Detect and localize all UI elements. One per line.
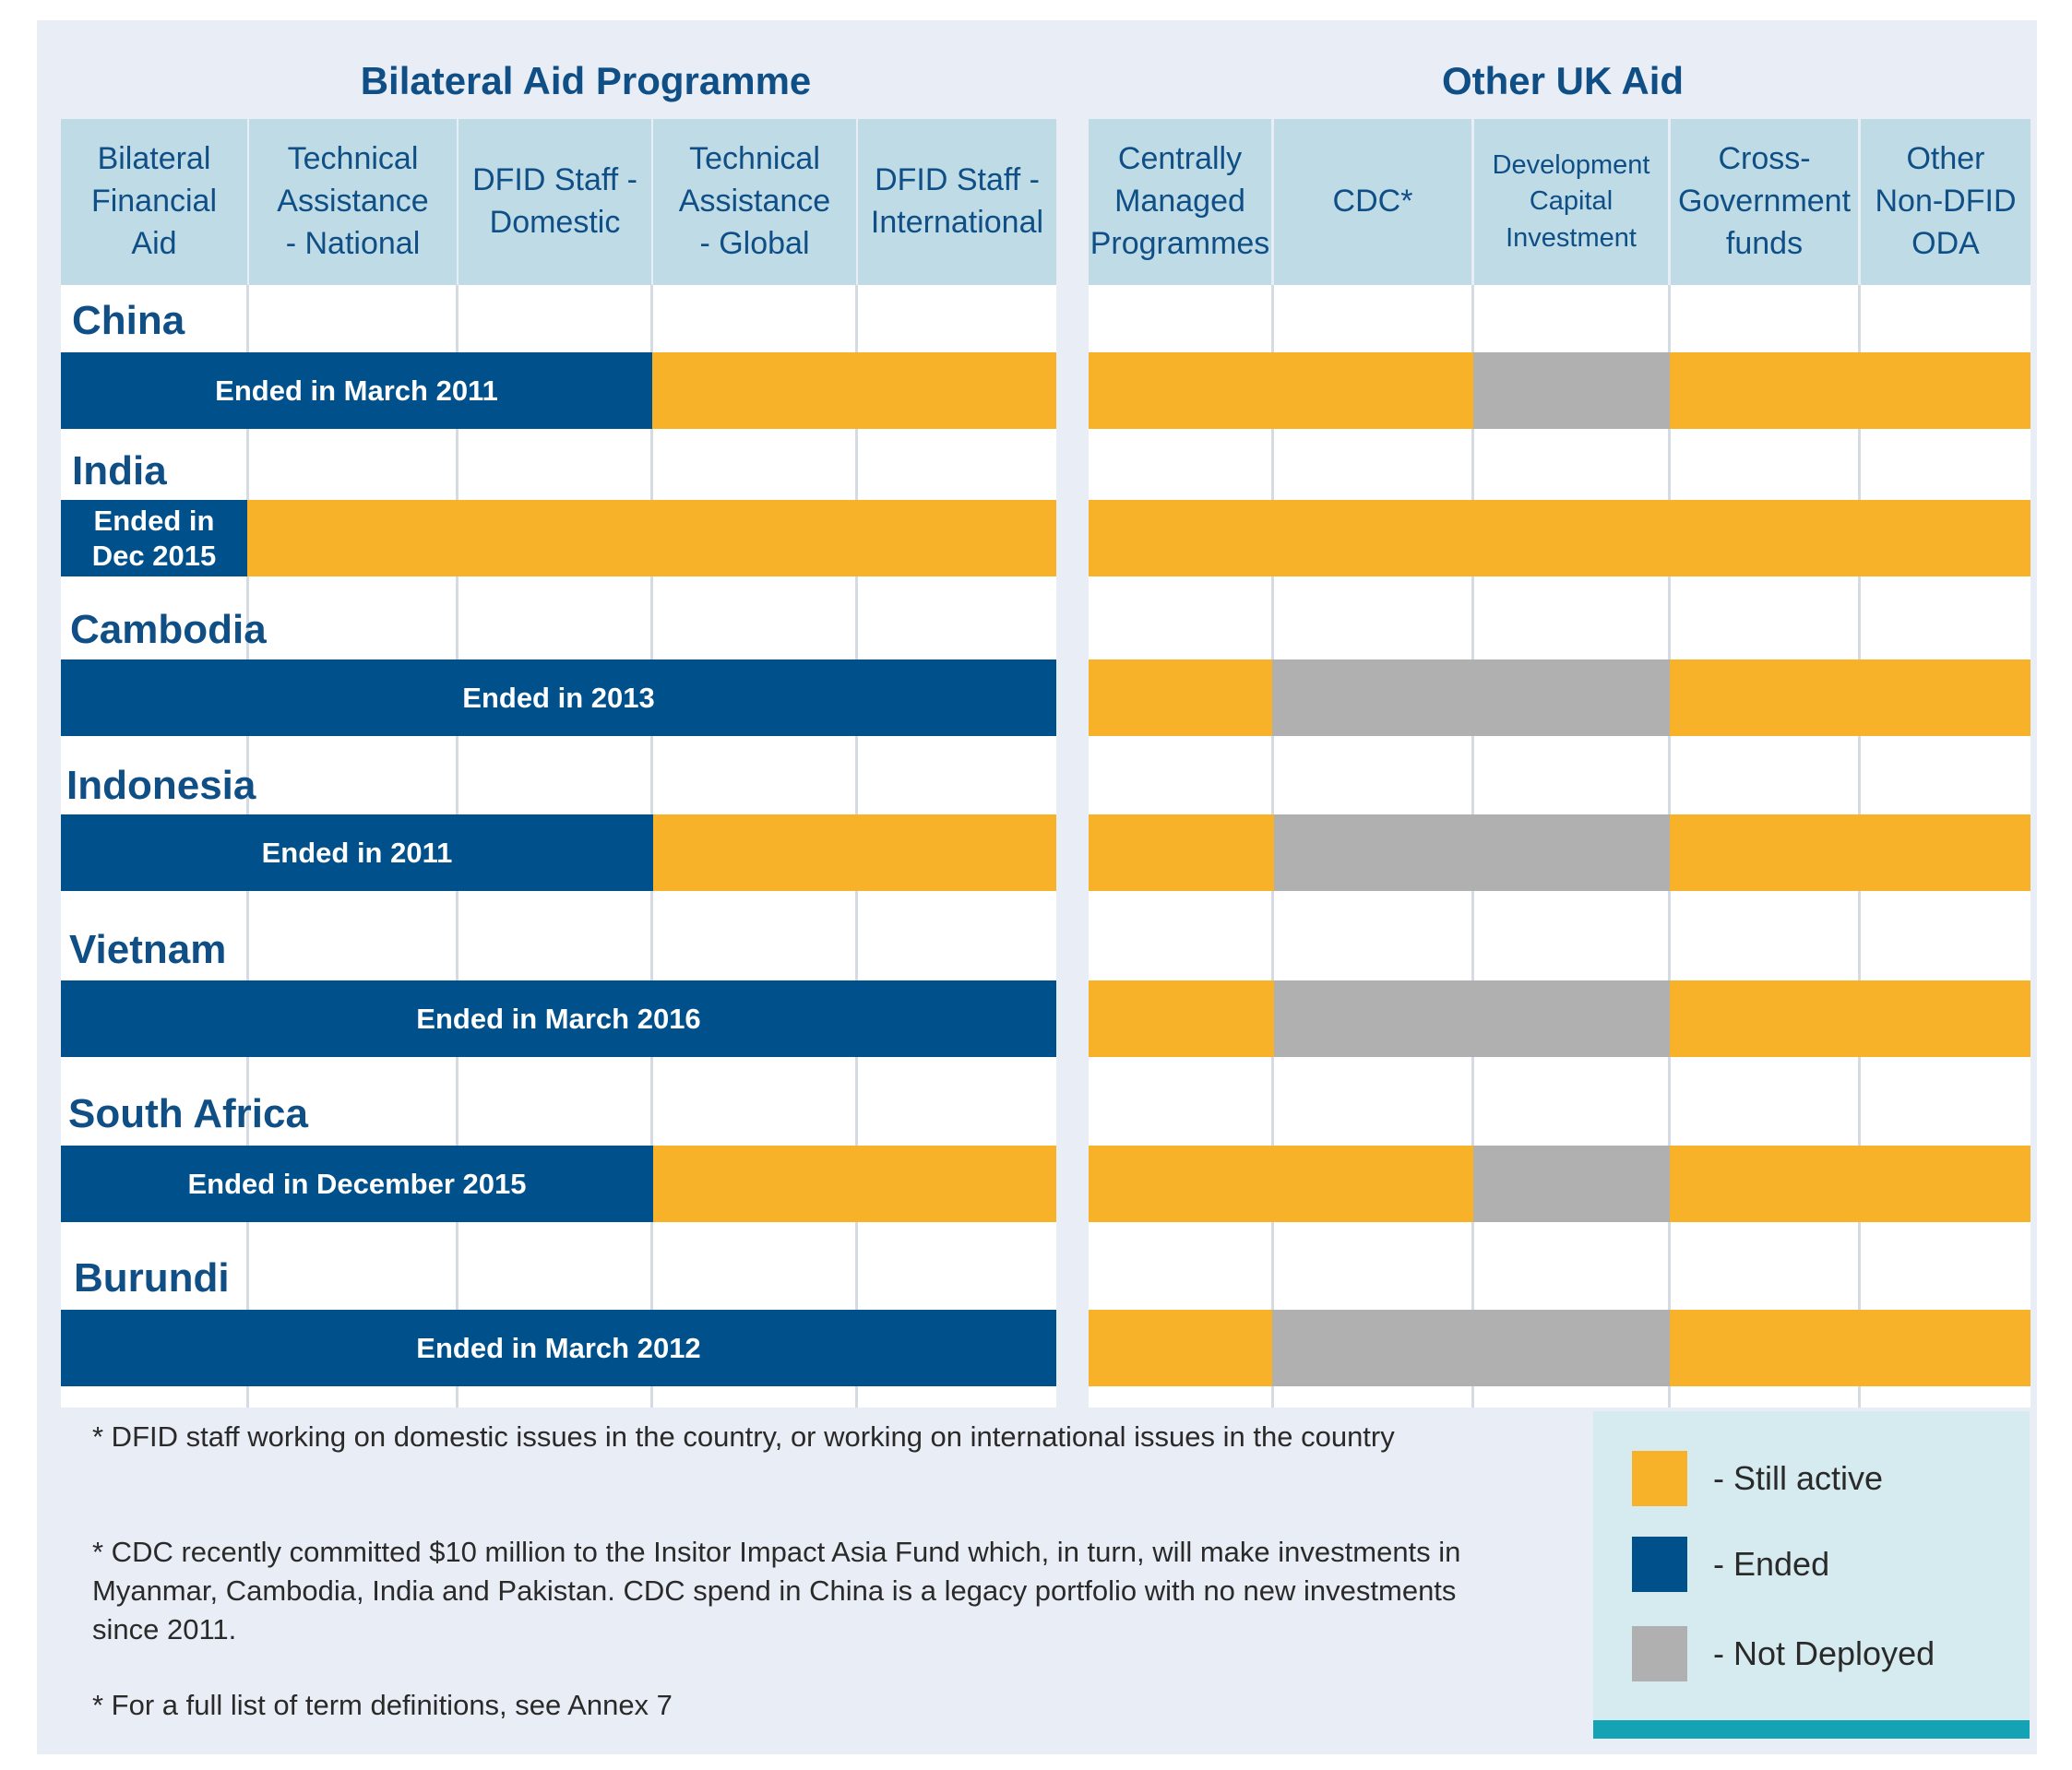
legend-label-not-deployed: - Not Deployed — [1713, 1634, 1935, 1672]
active-bar-south-africa-other — [1670, 1146, 2030, 1222]
column-header-dfid-staff-domestic: DFID Staff - Domestic — [458, 119, 651, 285]
ended-bar-cambodia: Ended in 2013 — [61, 659, 1056, 736]
active-bar-india-bilateral — [247, 500, 1056, 576]
active-bar-indonesia-other — [1089, 814, 1274, 891]
not-deployed-bar-indonesia — [1274, 814, 1670, 891]
legend-swatch-active — [1632, 1451, 1687, 1506]
active-bar-indonesia-other — [1670, 814, 2030, 891]
legend-swatch-ended — [1632, 1537, 1687, 1592]
not-deployed-bar-south-africa — [1473, 1146, 1670, 1222]
legend-accent-stripe — [1593, 1720, 2030, 1739]
active-bar-burundi-other — [1089, 1310, 1272, 1386]
footnote-cdc: * CDC recently committed $10 million to … — [92, 1536, 1461, 1645]
column-header-bilateral-financial-aid: Bilateral Financial Aid — [61, 119, 247, 285]
legend: - Still active - Ended - Not Deployed — [1593, 1411, 2030, 1739]
column-header-technical-assistance-national: Technical Assistance - National — [249, 119, 457, 285]
column-header-cdc: CDC* — [1274, 119, 1471, 285]
column-header-dfid-staff-international: DFID Staff - International — [858, 119, 1056, 285]
active-bar-burundi-other — [1670, 1310, 2030, 1386]
active-bar-china-bilateral — [652, 352, 1056, 429]
column-header-centrally-managed-programmes: Centrally Managed Programmes — [1089, 119, 1271, 285]
not-deployed-bar-burundi — [1272, 1310, 1670, 1386]
not-deployed-bar-china — [1473, 352, 1670, 429]
not-deployed-bar-vietnam — [1274, 980, 1670, 1057]
legend-label-active: - Still active — [1713, 1459, 1884, 1497]
other-section-title: Other UK Aid — [1441, 59, 1685, 102]
active-bar-vietnam-other — [1089, 980, 1274, 1057]
country-label-china: China — [72, 298, 185, 343]
ended-bar-china: Ended in March 2011 — [61, 352, 652, 429]
country-label-vietnam: Vietnam — [69, 927, 227, 972]
country-label-south-africa: South Africa — [68, 1091, 308, 1136]
column-header-cross-government-funds: Cross- Government funds — [1671, 119, 1858, 285]
legend-swatch-not-deployed — [1632, 1626, 1687, 1681]
ended-bar-vietnam: Ended in March 2016 — [61, 980, 1056, 1057]
active-bar-india-other — [1089, 500, 2030, 576]
country-label-indonesia: Indonesia — [66, 763, 256, 808]
active-bar-vietnam-other — [1670, 980, 2030, 1057]
column-header-technical-assistance-global: Technical Assistance - Global — [653, 119, 856, 285]
country-label-burundi: Burundi — [74, 1255, 230, 1301]
ended-bar-india: Ended in Dec 2015 — [61, 500, 247, 576]
active-bar-cambodia-other — [1670, 659, 2030, 736]
bilateral-section-title: Bilateral Aid Programme — [360, 59, 812, 102]
country-label-cambodia: Cambodia — [70, 607, 267, 652]
country-label-india: India — [72, 448, 167, 493]
active-bar-south-africa-other — [1089, 1146, 1473, 1222]
ended-bar-burundi: Ended in March 2012 — [61, 1310, 1056, 1386]
active-bar-china-other — [1670, 352, 2030, 429]
column-header-development-capital-investment: Development Capital Investment — [1474, 119, 1668, 285]
footnote-dfid-staff: * DFID staff working on domestic issues … — [92, 1420, 1395, 1453]
footnote-annex: * For a full list of term definitions, s… — [92, 1689, 673, 1721]
ended-bar-indonesia: Ended in 2011 — [61, 814, 653, 891]
active-bar-cambodia-other — [1089, 659, 1272, 736]
active-bar-china-other — [1089, 352, 1473, 429]
ended-bar-south-africa: Ended in December 2015 — [61, 1146, 653, 1222]
legend-label-ended: - Ended — [1713, 1545, 1830, 1583]
diagram-panel: Bilateral Aid Programme Other UK Aid Bil… — [37, 20, 2037, 1754]
not-deployed-bar-cambodia — [1272, 659, 1670, 736]
active-bar-indonesia-bilateral — [653, 814, 1056, 891]
column-header-other-non-dfid-oda: Other Non-DFID ODA — [1861, 119, 2030, 285]
active-bar-south-africa-bilateral — [653, 1146, 1056, 1222]
